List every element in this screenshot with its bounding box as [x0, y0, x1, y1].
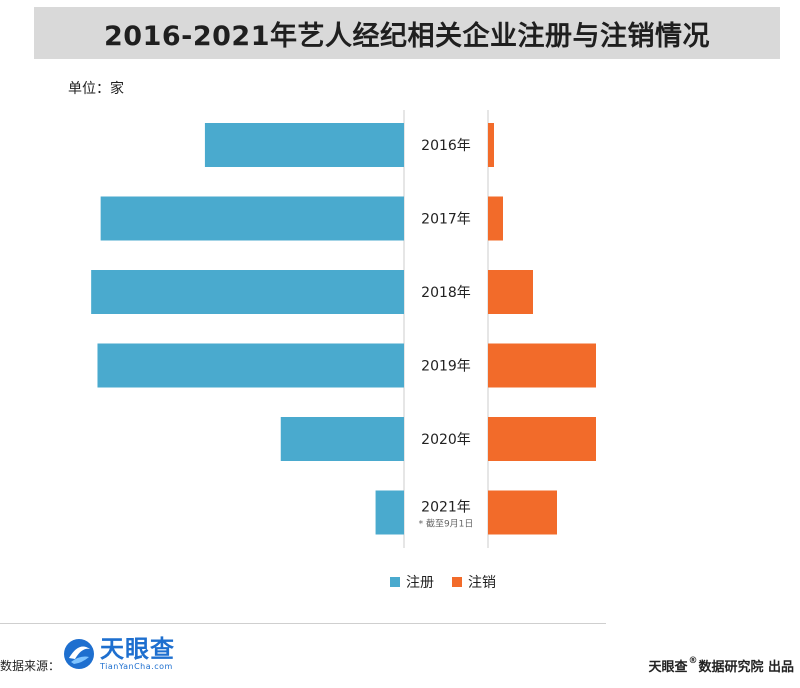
category-note-5: * 截至9月1日: [419, 518, 474, 530]
credit-brand: 天眼查: [648, 660, 688, 675]
bar-registered-1: [100, 196, 404, 241]
bar-cancelled-4: [488, 417, 596, 461]
unit-label: 单位：家: [68, 81, 124, 97]
footer-divider: [0, 623, 606, 624]
category-label-1: 2017年: [421, 212, 471, 228]
bar-registered-4: [280, 417, 404, 461]
category-label-4: 2020年: [421, 432, 471, 448]
bar-cancelled-1: [488, 196, 503, 241]
tianyancha-logo-icon: [64, 639, 94, 669]
credit-rest: 数据研究院 出品: [698, 660, 794, 675]
bar-registered-5: [375, 490, 404, 535]
category-label-3: 2019年: [421, 359, 471, 375]
diverging-bar-chart: 2016年 2017年 2018年 2019年 2020年 2021年 * 截至9月1日: [91, 110, 596, 548]
credit-line: 天眼查 ® 数据研究院 出品: [648, 656, 794, 675]
chart-title: 2016-2021年艺人经纪相关企业注册与注销情况: [104, 20, 710, 52]
title-bar: 2016-2021年艺人经纪相关企业注册与注销情况: [34, 7, 780, 59]
tianyancha-logo: 天眼查 TianYanCha.com: [62, 636, 175, 672]
logo-text-cn: 天眼查: [100, 635, 175, 663]
bar-cancelled-2: [488, 270, 533, 314]
legend-swatch-cancelled: [452, 577, 462, 587]
bar-cancelled-0: [488, 123, 494, 167]
bar-cancelled-3: [488, 343, 596, 388]
legend-swatch-registered: [390, 577, 400, 587]
legend-item-registered: 注册: [390, 572, 434, 592]
category-label-2: 2018年: [421, 285, 471, 301]
legend: 注册 注销: [390, 572, 514, 592]
legend-label-cancelled: 注销: [468, 575, 496, 591]
bar-registered-3: [97, 343, 404, 388]
bar-cancelled-5: [488, 490, 557, 535]
bar-registered-0: [204, 123, 404, 167]
category-label-0: 2016年: [421, 138, 471, 154]
logo-text-en: TianYanCha.com: [100, 662, 173, 671]
category-label-5: 2021年: [421, 500, 471, 516]
source-label: 数据来源：: [0, 659, 61, 673]
registered-mark: ®: [688, 656, 698, 666]
legend-item-cancelled: 注销: [452, 572, 496, 592]
legend-label-registered: 注册: [406, 575, 434, 591]
bar-registered-2: [91, 270, 404, 314]
